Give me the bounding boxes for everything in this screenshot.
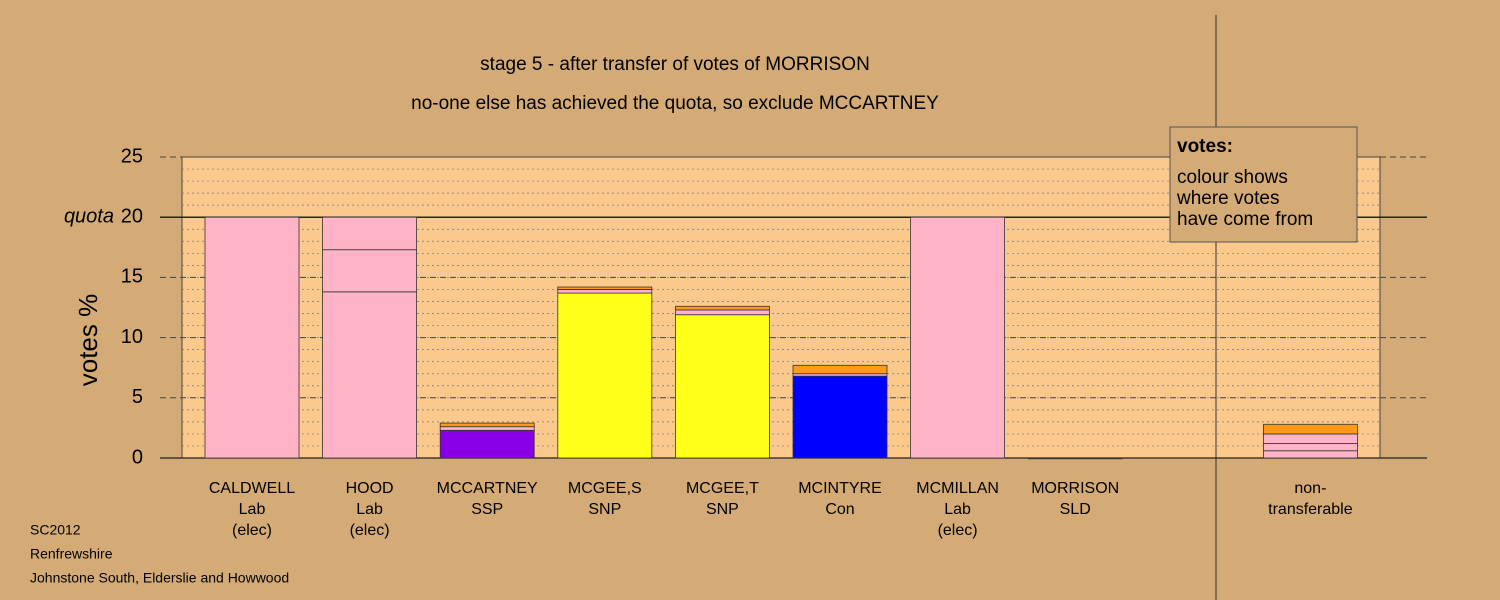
y-axis-label: votes % — [73, 294, 103, 387]
x-tick-label: Lab — [239, 501, 266, 518]
x-tick-label: MCMILLAN — [916, 480, 999, 497]
y-tick-label: 5 — [132, 386, 143, 408]
bar-segment — [439, 422, 535, 428]
bar-segment — [1263, 450, 1358, 459]
bar-segment — [1027, 457, 1123, 460]
bar-segment — [1263, 443, 1358, 452]
legend-box — [1169, 126, 1358, 243]
x-tick-label: (elec) — [232, 522, 272, 539]
bars — [204, 216, 1358, 460]
legend-title: votes: — [1177, 136, 1233, 157]
x-tick-label: MCGEE,S — [568, 480, 642, 497]
bar-segment — [322, 249, 418, 293]
bar-segment — [557, 286, 653, 290]
x-tick-label: (elec) — [938, 522, 978, 539]
x-tick-label: Lab — [944, 501, 971, 518]
y-tick-label: 10 — [121, 326, 143, 348]
x-tick-label: MORRISON — [1031, 480, 1119, 497]
quota-label: quota — [64, 205, 114, 227]
x-tick-label: (elec) — [350, 522, 390, 539]
bar-segment — [204, 216, 300, 459]
x-tick-label: MCCARTNEY — [437, 480, 538, 497]
legend-text: have come from — [1177, 209, 1313, 230]
bar-segment — [792, 375, 888, 459]
x-tick-label: SLD — [1060, 501, 1091, 518]
x-tick-label: transferable — [1268, 501, 1353, 518]
x-tick-label: HOOD — [346, 480, 394, 497]
bar-segment — [557, 289, 653, 294]
bar-segment — [675, 309, 770, 316]
bar-segment — [1263, 423, 1358, 435]
footer-text: Johnstone South, Elderslie and Howwood — [30, 570, 289, 586]
bar-segment — [557, 292, 653, 459]
x-tick-label: Con — [825, 501, 854, 518]
bar-segment — [910, 216, 1005, 459]
y-tick-label: 20 — [121, 205, 143, 227]
y-tick-label: 15 — [121, 266, 143, 288]
x-tick-label: Lab — [356, 501, 383, 518]
bar-segment — [1263, 433, 1358, 444]
bar-segment — [792, 364, 888, 375]
x-tick-label: SNP — [706, 501, 739, 518]
legend-text: where votes — [1176, 188, 1279, 209]
footer-text: SC2012 — [30, 522, 81, 538]
y-tick-label: 0 — [132, 446, 143, 468]
bar-segment — [439, 426, 535, 431]
footer-text: Renfrewshire — [30, 546, 113, 562]
bar-segment — [439, 429, 535, 459]
bar-segment — [675, 314, 770, 459]
x-tick-label: MCGEE,T — [686, 480, 759, 497]
x-tick-label: CALDWELL — [209, 480, 295, 497]
x-tick-label: SNP — [588, 501, 621, 518]
bar-segment — [322, 291, 418, 459]
x-tick-label: non- — [1294, 480, 1326, 497]
chart-subtitle: no-one else has achieved the quota, so e… — [411, 93, 939, 114]
x-tick-label: MCINTYRE — [798, 480, 882, 497]
y-tick-label: 25 — [121, 145, 143, 167]
bar-segment — [675, 305, 770, 311]
legend-text: colour shows — [1177, 167, 1288, 188]
bar-segment — [322, 216, 418, 251]
chart-title: stage 5 - after transfer of votes of MOR… — [480, 54, 870, 75]
x-tick-label: SSP — [471, 501, 503, 518]
